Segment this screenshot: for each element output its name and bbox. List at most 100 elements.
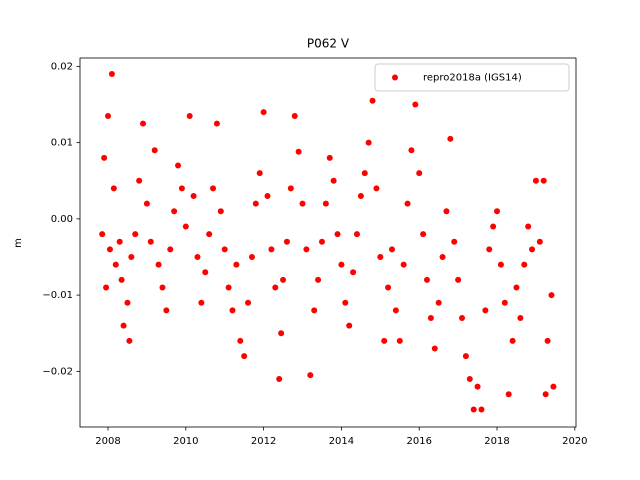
data-point [221, 246, 228, 253]
data-point [462, 353, 469, 360]
data-point [478, 406, 485, 413]
data-point [280, 276, 287, 283]
data-point [217, 208, 224, 215]
data-point [248, 253, 255, 260]
data-point [377, 253, 384, 260]
data-point [178, 185, 185, 192]
data-point [373, 185, 380, 192]
y-tick-label: −0.02 [42, 366, 73, 377]
data-point [369, 97, 376, 104]
y-tick-label: −0.01 [42, 290, 73, 301]
data-point [338, 261, 345, 268]
data-point [490, 223, 497, 230]
data-point [381, 337, 388, 344]
data-point [353, 231, 360, 238]
data-point [283, 238, 290, 245]
data-point [241, 353, 248, 360]
plot-frame [79, 57, 577, 428]
data-point [550, 383, 557, 390]
data-point [439, 253, 446, 260]
data-point [501, 299, 508, 306]
data-point [392, 307, 399, 314]
data-point [424, 276, 431, 283]
legend-box [374, 63, 570, 92]
data-point [412, 101, 419, 108]
data-point [315, 276, 322, 283]
data-point [182, 223, 189, 230]
data-point [108, 71, 115, 78]
data-point [186, 112, 193, 119]
data-point [544, 337, 551, 344]
data-point [443, 208, 450, 215]
data-point [140, 120, 147, 127]
data-point [400, 261, 407, 268]
x-tick-label: 2016 [406, 436, 431, 447]
data-point [103, 284, 110, 291]
data-point [326, 154, 333, 161]
data-point [206, 231, 213, 238]
legend-label: repro2018a (IGS14) [423, 73, 522, 84]
data-point [101, 154, 108, 161]
data-point [264, 192, 271, 199]
data-point [118, 276, 125, 283]
data-point [540, 177, 547, 184]
data-point [532, 177, 539, 184]
x-tick-label: 2014 [329, 436, 354, 447]
data-point [276, 375, 283, 382]
data-point [459, 314, 466, 321]
data-point [252, 200, 259, 207]
data-point [213, 120, 220, 127]
data-point [229, 307, 236, 314]
data-point [486, 246, 493, 253]
data-point [143, 200, 150, 207]
data-point [525, 223, 532, 230]
data-point [287, 185, 294, 192]
data-point [210, 185, 217, 192]
data-point [112, 261, 119, 268]
data-point [346, 322, 353, 329]
data-point [408, 147, 415, 154]
data-point [190, 192, 197, 199]
chart-title: P062 V [307, 37, 350, 51]
data-point [110, 185, 117, 192]
data-point [455, 276, 462, 283]
data-point [126, 337, 133, 344]
x-tick-label: 2010 [173, 436, 198, 447]
data-point [404, 200, 411, 207]
y-tick-label: 0.02 [51, 61, 73, 72]
data-point [171, 208, 178, 215]
data-point [198, 299, 205, 306]
data-point [136, 177, 143, 184]
data-point [318, 238, 325, 245]
data-point [260, 109, 267, 116]
data-point [245, 299, 252, 306]
data-point [536, 238, 543, 245]
data-point [447, 135, 454, 142]
data-point [99, 231, 106, 238]
data-point [307, 372, 314, 379]
data-point [420, 231, 427, 238]
data-point [388, 246, 395, 253]
data-point [513, 284, 520, 291]
data-point [295, 148, 302, 155]
data-point [272, 284, 279, 291]
data-point [427, 314, 434, 321]
data-point [435, 299, 442, 306]
data-point [202, 269, 209, 276]
data-point [322, 200, 329, 207]
y-tick-label: 0.01 [51, 138, 73, 149]
data-point [175, 162, 182, 169]
y-tick-label: 0.00 [51, 214, 73, 225]
data-point [268, 246, 275, 253]
data-point [350, 269, 357, 276]
data-point [278, 330, 285, 337]
data-point [120, 322, 127, 329]
data-point [225, 284, 232, 291]
data-point [116, 238, 123, 245]
data-point [167, 246, 174, 253]
data-point [505, 391, 512, 398]
data-point [509, 337, 516, 344]
data-point [482, 307, 489, 314]
data-point [237, 337, 244, 344]
